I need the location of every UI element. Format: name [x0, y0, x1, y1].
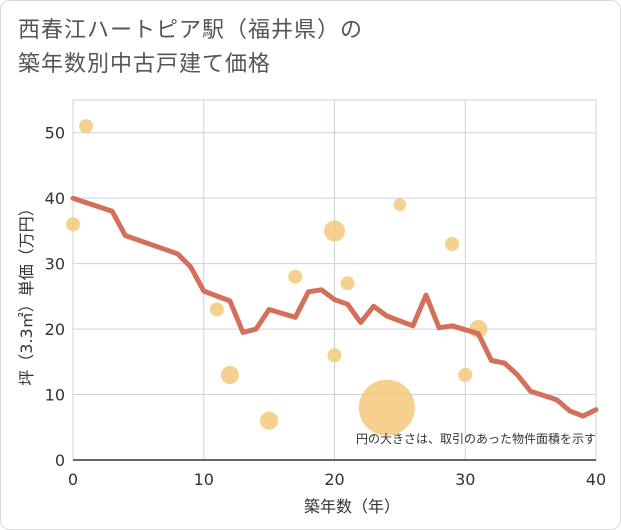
data-point: [209, 302, 224, 317]
x-tick-label: 20: [324, 470, 344, 489]
chart-title: 西春江ハートピア駅（福井県）の 築年数別中古戸建て価格: [18, 14, 363, 82]
data-point: [445, 237, 460, 251]
data-point: [340, 276, 355, 291]
data-point: [324, 220, 345, 242]
x-tick-label: 40: [586, 470, 606, 489]
data-point: [260, 411, 279, 430]
trend-layer: [70, 195, 599, 419]
data-point: [66, 217, 80, 232]
data-point: [327, 348, 342, 363]
y-tick-label: 20: [45, 320, 65, 339]
chart-title-line2: 築年数別中古戸建て価格: [18, 52, 272, 77]
x-tick-label: 30: [455, 470, 475, 489]
y-tick-label: 0: [55, 451, 65, 470]
points-layer: [66, 119, 488, 436]
y-axis-label: 坪（3.3㎡）単価（万円）: [17, 200, 36, 385]
chart-title-line1: 西春江ハートピア駅（福井県）の: [18, 18, 364, 43]
y-tick-label: 50: [45, 124, 65, 143]
data-point: [79, 119, 94, 134]
x-tick-label: 0: [68, 470, 78, 489]
data-point: [458, 367, 473, 382]
y-tick-label: 40: [45, 189, 65, 208]
y-tick-label: 30: [45, 255, 65, 274]
data-point: [358, 379, 415, 436]
ticks-layer: 0 10 20 30 40 0 10 20 30 40 50: [45, 124, 607, 489]
y-tick-label: 10: [45, 386, 65, 405]
size-note: 円の大きさは、取引のあった物件面積を示す: [356, 431, 596, 446]
data-point: [393, 198, 407, 212]
grid: [72, 99, 597, 461]
data-point: [288, 269, 303, 284]
x-tick-label: 10: [194, 470, 214, 489]
trend-line: [70, 195, 599, 419]
data-point: [220, 365, 239, 385]
x-axis-label: 築年数（年）: [304, 497, 400, 516]
